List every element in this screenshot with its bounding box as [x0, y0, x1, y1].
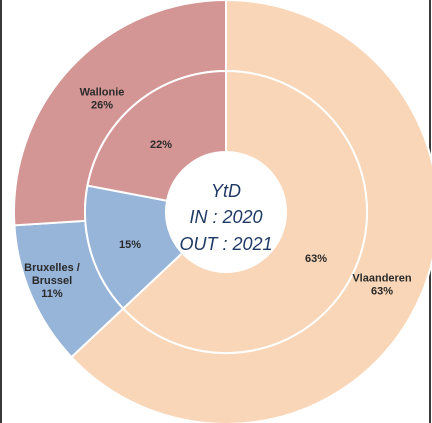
- center-text-line-1: YtD: [211, 181, 241, 201]
- center-text-line-2: IN : 2020: [189, 207, 262, 227]
- outer-slice-label-1: Vlaanderen 63%: [352, 273, 412, 298]
- inner-ring: [84, 69, 368, 354]
- inner-slice-1: [121, 69, 368, 354]
- center-text-line-3: OUT : 2021: [179, 234, 272, 254]
- inner-slice-3: [86, 69, 227, 202]
- center-text: YtD IN : 2020 OUT : 2021: [179, 181, 272, 254]
- inner-slice-label-1: 63%: [305, 253, 327, 265]
- outer-slice-label-2: Bruxelles / Brussel 11%: [24, 262, 80, 300]
- inner-slice-2: [84, 184, 184, 310]
- outer-slice-label-3: Wallonie 26%: [80, 87, 125, 112]
- frame-border-left: [0, 0, 2, 423]
- inner-slice-label-2: 15%: [119, 239, 141, 251]
- inner-slice-label-3: 22%: [150, 139, 172, 151]
- slice-labels: 63% 15% 22% Vlaanderen 63% Bruxelles / Brussel…: [24, 87, 412, 301]
